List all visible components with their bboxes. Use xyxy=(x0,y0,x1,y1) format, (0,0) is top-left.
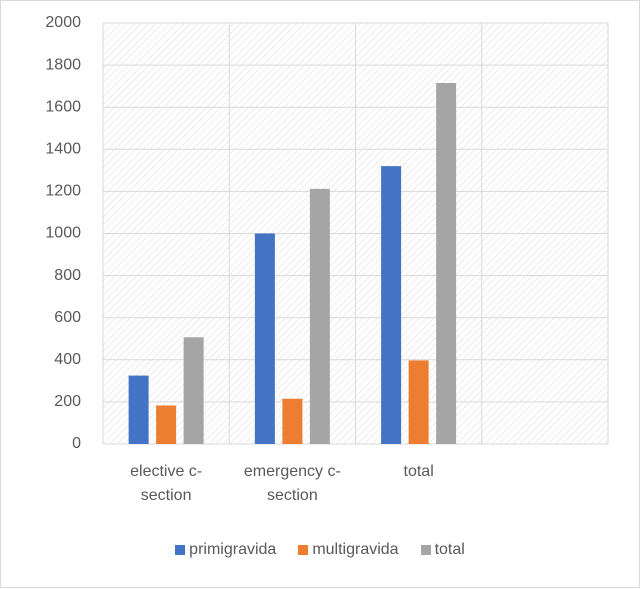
y-tick-label: 0 xyxy=(72,435,81,452)
legend-item: primigravida xyxy=(175,541,276,559)
y-tick-label: 1400 xyxy=(45,141,81,158)
bar xyxy=(436,82,457,445)
x-tick-label: emergency c-section xyxy=(243,463,341,504)
x-tick-label: total xyxy=(403,463,434,480)
x-tick-label: elective c-section xyxy=(130,463,203,504)
legend-label: primigravida xyxy=(189,541,277,558)
legend-swatch xyxy=(420,545,431,555)
y-tick-label: 2000 xyxy=(45,14,81,31)
y-tick-label: 1200 xyxy=(45,183,81,200)
bar xyxy=(156,405,177,444)
y-tick-label: 600 xyxy=(54,309,81,326)
bar xyxy=(408,360,429,444)
legend-item: multigravida xyxy=(298,541,399,559)
legend-label: total xyxy=(434,541,465,558)
legend-swatch xyxy=(298,545,309,555)
legend: primigravida multigravida total xyxy=(1,541,639,559)
y-tick-label: 200 xyxy=(54,393,81,410)
bar xyxy=(381,166,402,444)
y-tick-label: 400 xyxy=(54,351,81,368)
legend-swatch xyxy=(175,545,186,555)
bar xyxy=(254,233,275,444)
bar xyxy=(282,398,303,444)
legend-label: multigravida xyxy=(312,541,399,558)
y-tick-label: 1000 xyxy=(45,225,81,242)
bar xyxy=(183,337,204,444)
y-tick-label: 1600 xyxy=(45,98,81,115)
legend-item: total xyxy=(420,541,465,559)
bar xyxy=(309,188,330,444)
bar xyxy=(128,375,149,444)
y-tick-label: 1800 xyxy=(45,56,81,73)
y-tick-label: 800 xyxy=(54,267,81,284)
